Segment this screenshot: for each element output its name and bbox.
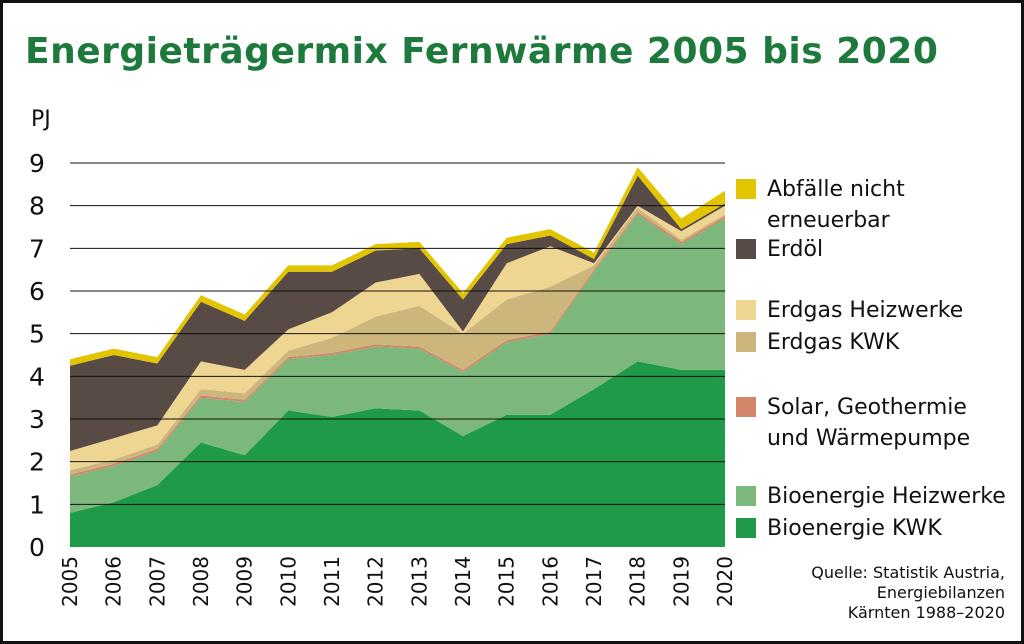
x-tick-label: 2006	[102, 556, 126, 607]
x-tick-label: 2007	[145, 556, 169, 607]
legend-label-line: Erdgas KWK	[767, 330, 900, 355]
y-axis-unit: PJ	[31, 107, 51, 132]
y-tick-label: 9	[29, 149, 45, 178]
legend-swatch	[736, 518, 756, 538]
x-tick-label: 2005	[58, 556, 82, 607]
area-bioenergie-heizwerke	[70, 214, 725, 513]
legend-label: Erdgas KWK	[767, 327, 1021, 358]
y-tick-label: 8	[29, 192, 45, 221]
legend-label-line: Solar, Geothermie	[767, 395, 967, 420]
gridlines	[70, 162, 725, 505]
x-tick-label: 2016	[538, 556, 562, 607]
legend-swatch	[736, 239, 756, 259]
legend-swatch	[736, 300, 756, 320]
area-bioenergie-kwk	[70, 361, 725, 547]
legend-label-line: und Wärmepumpe	[767, 426, 971, 451]
source-line: Energiebilanzen	[876, 583, 1005, 602]
y-tick-label: 2	[29, 448, 45, 477]
x-tick-label: 2017	[582, 556, 606, 607]
legend-label: Abfälle nicht erneuerbar	[767, 174, 1021, 236]
legend-label-line: Abfälle nicht	[767, 177, 905, 202]
legend-label-line: erneuerbar	[767, 208, 890, 233]
legend-label-line: Erdöl	[767, 237, 824, 262]
x-tick-label: 2008	[189, 556, 213, 607]
legend-label-line: Bioenergie Heizwerke	[767, 484, 1006, 509]
area-erdöl	[70, 175, 725, 452]
x-tick-label: 2015	[495, 556, 519, 607]
y-tick-label: 1	[29, 490, 45, 519]
y-axis: 0 1 2 3 4 5 6 7 8 9	[29, 149, 45, 562]
source-line: Quelle: Statistik Austria,	[811, 563, 1005, 582]
legend-swatch	[736, 486, 756, 506]
x-tick-label: 2011	[320, 556, 344, 607]
area-erdgas-kwk	[70, 207, 725, 475]
legend-swatch	[736, 179, 756, 199]
x-tick-label: 2009	[233, 556, 257, 607]
x-tick-label: 2018	[626, 556, 650, 607]
legend-label: Erdöl	[767, 234, 1021, 265]
y-tick-label: 7	[29, 234, 45, 263]
legend-label: Bioenergie KWK	[767, 513, 1021, 544]
source-line: Kärnten 1988–2020	[847, 603, 1005, 622]
y-tick-label: 3	[29, 405, 45, 434]
y-tick-label: 0	[29, 533, 45, 562]
x-tick-label: 2010	[276, 556, 300, 607]
legend-label: Erdgas Heizwerke	[767, 295, 1021, 326]
x-tick-label: 2012	[364, 556, 388, 607]
series-areas	[70, 167, 725, 547]
x-tick-label: 2013	[407, 556, 431, 607]
source-note: Quelle: Statistik Austria, Energiebilanz…	[811, 563, 1005, 623]
y-tick-label: 4	[29, 362, 45, 391]
y-tick-label: 5	[29, 320, 45, 349]
x-tick-label: 2019	[669, 556, 693, 607]
area-erdgas-heizwerke	[70, 205, 725, 471]
y-tick-label: 6	[29, 277, 45, 306]
legend-label-line: Erdgas Heizwerke	[767, 298, 964, 323]
legend-swatch	[736, 332, 756, 352]
x-axis: 2005 2006 2007 2008 2009 2010 2011 2012 2013 2014…	[58, 556, 737, 607]
legend-label: Bioenergie Heizwerke	[767, 481, 1021, 512]
x-tick-label: 2020	[713, 556, 737, 607]
legend-swatch	[736, 397, 756, 417]
chart-title: Energieträgermix Fernwärme 2005 bis 2020	[25, 31, 939, 72]
x-tick-label: 2014	[451, 556, 475, 607]
legend-label: Solar, Geothermie und Wärmepumpe	[767, 392, 1021, 454]
legend-label-line: Bioenergie KWK	[767, 516, 942, 541]
